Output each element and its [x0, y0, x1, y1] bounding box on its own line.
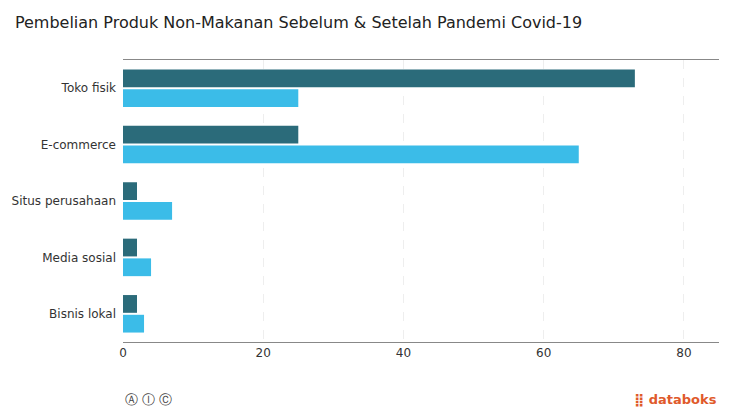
svg-text:Pembelian Produk Non-Makanan S: Pembelian Produk Non-Makanan Sebelum & S… — [15, 13, 582, 32]
svg-text:⣿ databoks: ⣿ databoks — [634, 392, 717, 407]
svg-text:Ⓐ Ⓘ Ⓒ: Ⓐ Ⓘ Ⓒ — [125, 392, 172, 407]
svg-text:Media sosial: Media sosial — [42, 251, 116, 265]
svg-text:80: 80 — [676, 346, 691, 360]
svg-text:20: 20 — [256, 346, 271, 360]
svg-text:40: 40 — [396, 346, 411, 360]
svg-text:Bisnis lokal: Bisnis lokal — [49, 307, 116, 321]
svg-text:Toko fisik: Toko fisik — [61, 81, 116, 95]
svg-text:Situs perusahaan: Situs perusahaan — [12, 194, 116, 208]
svg-text:0: 0 — [119, 346, 127, 360]
svg-text:60: 60 — [536, 346, 551, 360]
svg-text:E-commerce: E-commerce — [41, 138, 116, 152]
